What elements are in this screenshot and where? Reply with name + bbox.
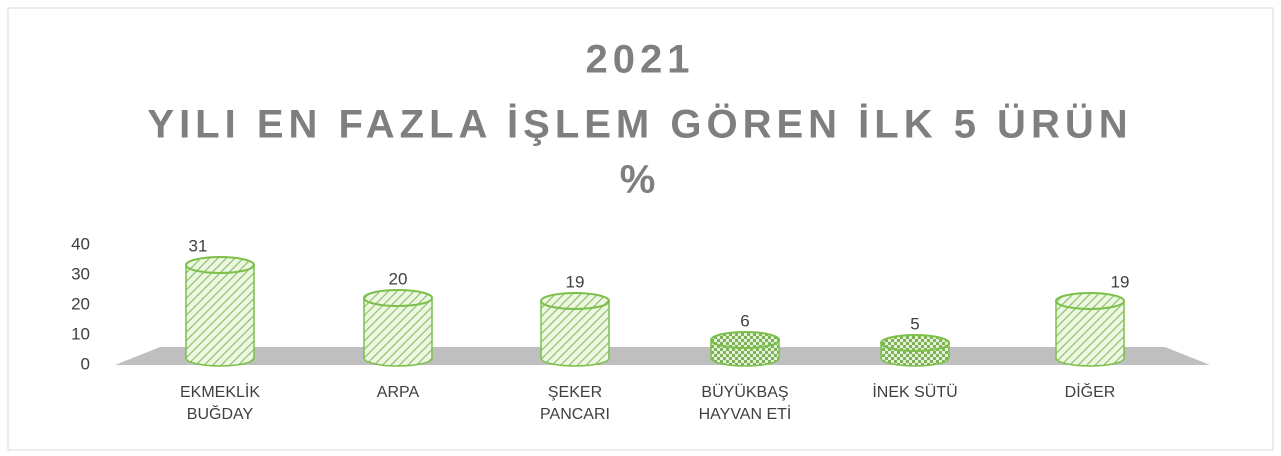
cylinder-top <box>185 256 255 274</box>
chart-title: 2021 <box>586 38 695 82</box>
cylinder-body <box>1055 300 1125 367</box>
data-label: 20 <box>389 269 408 288</box>
data-label: 6 <box>740 311 749 330</box>
cylinder-top <box>880 334 950 352</box>
x-tick-label: BÜYÜKBAŞ HAYVAN ETİ <box>698 384 792 423</box>
cylinder-top <box>710 331 780 349</box>
chart-title: YILI EN FAZLA İŞLEM GÖREN İLK 5 ÜRÜN <box>147 102 1132 147</box>
cylinder-top <box>1055 292 1125 310</box>
y-tick-label: 0 <box>81 354 90 373</box>
cylinder-body <box>185 264 255 367</box>
y-tick-label: 10 <box>71 324 90 343</box>
chart-border <box>7 7 1274 451</box>
x-tick-label: EKMEKLİK BUĞDAY <box>179 384 261 423</box>
x-tick-label: ARPA <box>376 384 420 401</box>
floor <box>115 347 1210 365</box>
y-tick-label: 20 <box>71 294 90 313</box>
data-label: 19 <box>566 272 585 291</box>
cylinder-body <box>540 300 610 367</box>
data-label: 19 <box>1111 272 1130 291</box>
chart-title: % <box>620 158 661 202</box>
x-tick-label: ŞEKER PANCARI <box>540 384 610 423</box>
data-label: 31 <box>189 236 208 255</box>
y-tick-label: 30 <box>71 264 90 283</box>
x-tick-label: İNEK SÜTÜ <box>872 384 958 401</box>
cylinder-top <box>363 289 433 307</box>
cylinder-top <box>540 292 610 310</box>
cylinder-body <box>363 297 433 367</box>
data-label: 5 <box>910 314 919 333</box>
y-tick-label: 40 <box>71 234 90 253</box>
x-tick-label: DİĞER <box>1064 384 1116 401</box>
